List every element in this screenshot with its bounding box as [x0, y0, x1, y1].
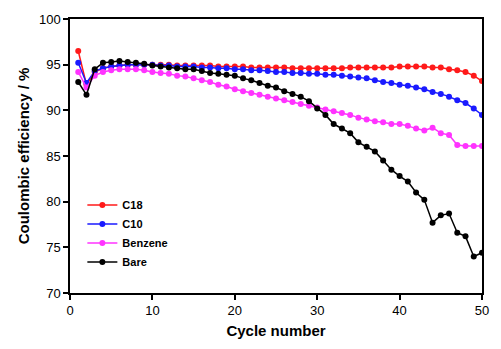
svg-text:75: 75 — [46, 240, 60, 255]
svg-text:Cycle number: Cycle number — [226, 322, 325, 339]
svg-text:Benzene: Benzene — [122, 237, 167, 249]
svg-text:C18: C18 — [122, 199, 142, 211]
svg-text:90: 90 — [46, 103, 60, 118]
svg-text:95: 95 — [46, 57, 60, 72]
svg-text:0: 0 — [66, 303, 73, 318]
svg-text:80: 80 — [46, 194, 60, 209]
svg-text:20: 20 — [228, 303, 242, 318]
svg-text:100: 100 — [39, 12, 61, 27]
svg-text:50: 50 — [475, 303, 489, 318]
svg-text:70: 70 — [46, 286, 60, 301]
svg-text:30: 30 — [310, 303, 324, 318]
svg-text:Coulombic efficiency / %: Coulombic efficiency / % — [15, 68, 32, 245]
svg-text:10: 10 — [145, 303, 159, 318]
svg-text:C10: C10 — [122, 218, 142, 230]
svg-text:40: 40 — [392, 303, 406, 318]
svg-text:85: 85 — [46, 149, 60, 164]
svg-text:Bare: Bare — [122, 256, 146, 268]
